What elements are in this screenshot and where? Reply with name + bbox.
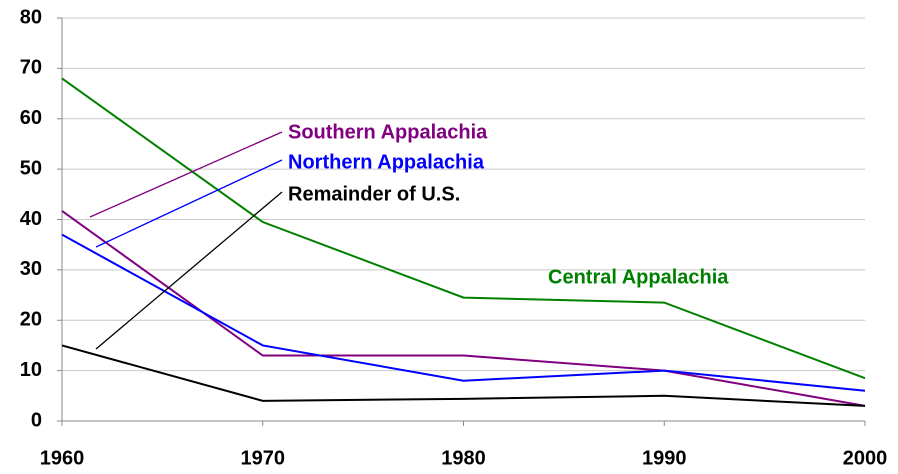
y-tick-label: 40 bbox=[20, 208, 42, 230]
x-tick-label: 1970 bbox=[241, 447, 286, 469]
x-tick-label: 1980 bbox=[441, 447, 486, 469]
y-tick-label: 10 bbox=[20, 359, 42, 381]
series-label: Remainder of U.S. bbox=[288, 183, 460, 205]
y-tick-label: 60 bbox=[20, 107, 42, 129]
x-tick-label: 2000 bbox=[843, 447, 888, 469]
series-label: Central Appalachia bbox=[548, 266, 729, 288]
y-tick-label: 50 bbox=[20, 157, 42, 179]
series-line bbox=[61, 210, 866, 407]
y-tick-label: 30 bbox=[20, 258, 42, 280]
x-tick-label: 1990 bbox=[642, 447, 687, 469]
y-tick-label: 80 bbox=[20, 6, 42, 28]
series-line bbox=[61, 77, 866, 380]
y-tick-label: 0 bbox=[31, 409, 42, 431]
series-line bbox=[61, 233, 866, 392]
series-label: Southern Appalachia bbox=[288, 121, 488, 143]
leader-line bbox=[89, 131, 283, 218]
leader-line bbox=[95, 191, 283, 350]
x-tick-label: 1960 bbox=[40, 447, 85, 469]
series-label: Northern Appalachia bbox=[288, 151, 485, 173]
leader-line bbox=[95, 159, 283, 248]
y-tick-label: 70 bbox=[20, 57, 42, 79]
series-line bbox=[61, 344, 866, 407]
y-tick-label: 20 bbox=[20, 309, 42, 331]
